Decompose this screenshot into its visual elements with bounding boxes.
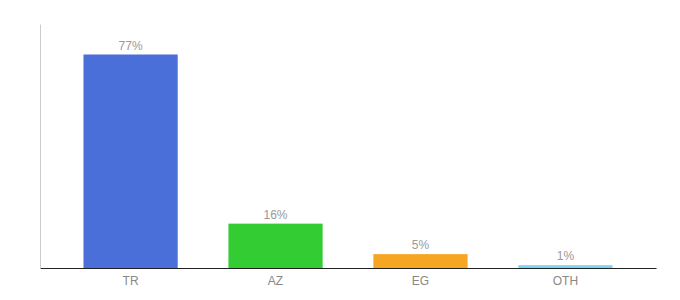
x-tick: TR [123,274,139,288]
y-axis [40,25,41,269]
y-axis-line [40,25,41,269]
x-tick-label: OTH [553,274,578,288]
bars [83,55,612,269]
chart-container: TR AZ EG OTH 77% 16% 5% 1% [0,0,680,300]
x-axis: TR AZ EG OTH [41,269,657,288]
x-tick-label: TR [123,274,139,288]
x-tick: OTH [553,274,578,288]
data-label: 77% [119,39,143,53]
x-tick: AZ [268,274,283,288]
plot: TR AZ EG OTH 77% 16% 5% 1% [41,25,657,288]
data-label: 16% [264,208,288,222]
chart: TR AZ EG OTH 77% 16% 5% 1% [0,0,680,300]
data-label: 1% [557,249,575,263]
bar [518,265,612,268]
x-axis-line [41,268,657,269]
x-tick: EG [412,274,429,288]
x-tick-label: AZ [268,274,283,288]
bar [83,55,177,269]
x-tick-label: EG [412,274,429,288]
bar [373,254,467,268]
bar [228,224,322,268]
data-label: 5% [412,238,430,252]
data-labels: 77% 16% 5% 1% [119,39,575,264]
